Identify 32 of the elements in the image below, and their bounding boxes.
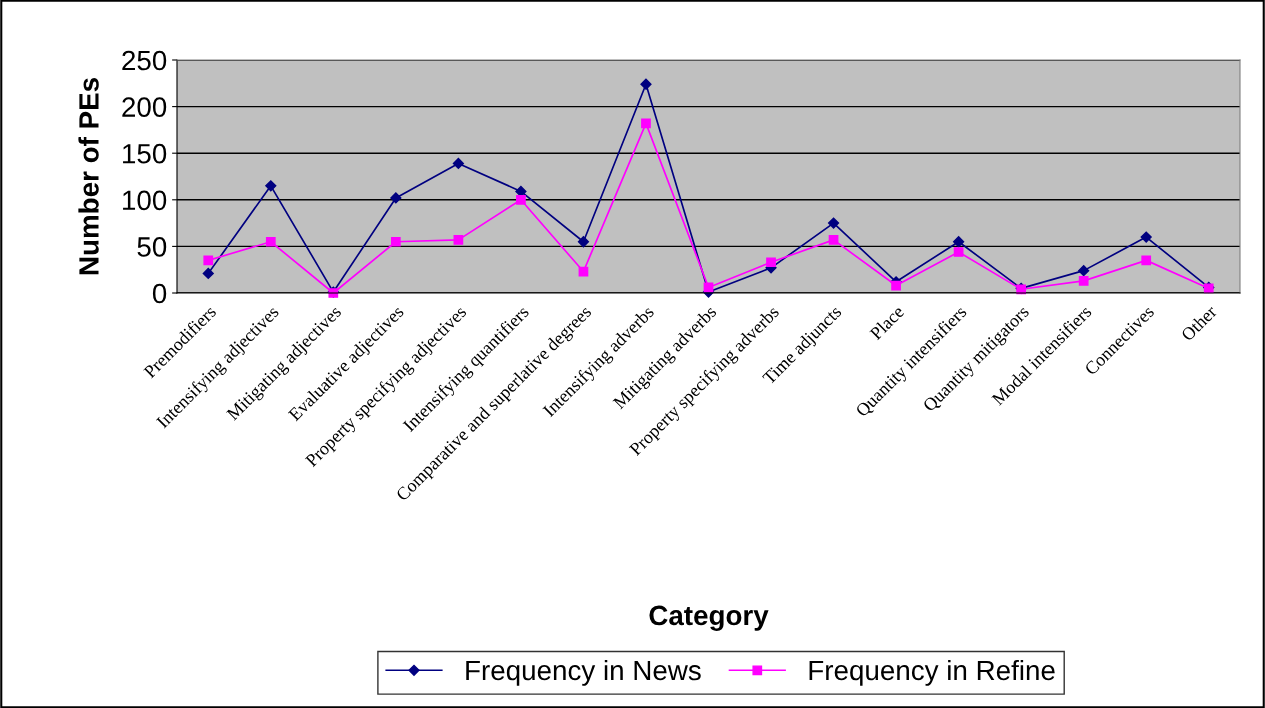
y-tick-label: 150 (123, 143, 167, 164)
point (1078, 265, 1090, 277)
point (577, 236, 590, 248)
y-tick-label: 0 (152, 283, 167, 304)
point (202, 267, 214, 280)
point (453, 235, 464, 245)
point (891, 280, 901, 291)
y-tick-label: 200 (122, 97, 167, 117)
legend-label: Frequency in Refine (809, 659, 1055, 686)
point (953, 236, 965, 248)
point (203, 255, 214, 266)
y-tick-label: 250 (122, 50, 167, 71)
point (828, 235, 839, 245)
point (1078, 276, 1089, 286)
point (1141, 255, 1152, 266)
legend-label: Frequency in News (466, 659, 701, 686)
point (766, 257, 776, 268)
point (265, 180, 277, 192)
y-tick-label: 100 (123, 190, 167, 211)
y-tick-label: 50 (137, 237, 167, 257)
point (1140, 231, 1152, 243)
x-axis-title: Category (649, 605, 769, 631)
point (390, 236, 401, 247)
point (641, 118, 651, 129)
point (452, 157, 464, 170)
point (953, 247, 964, 257)
point (390, 192, 402, 204)
point (516, 194, 526, 205)
point (640, 78, 652, 90)
point (827, 217, 840, 229)
point (265, 236, 276, 247)
y-axis-title: Number of PEs (78, 78, 99, 275)
